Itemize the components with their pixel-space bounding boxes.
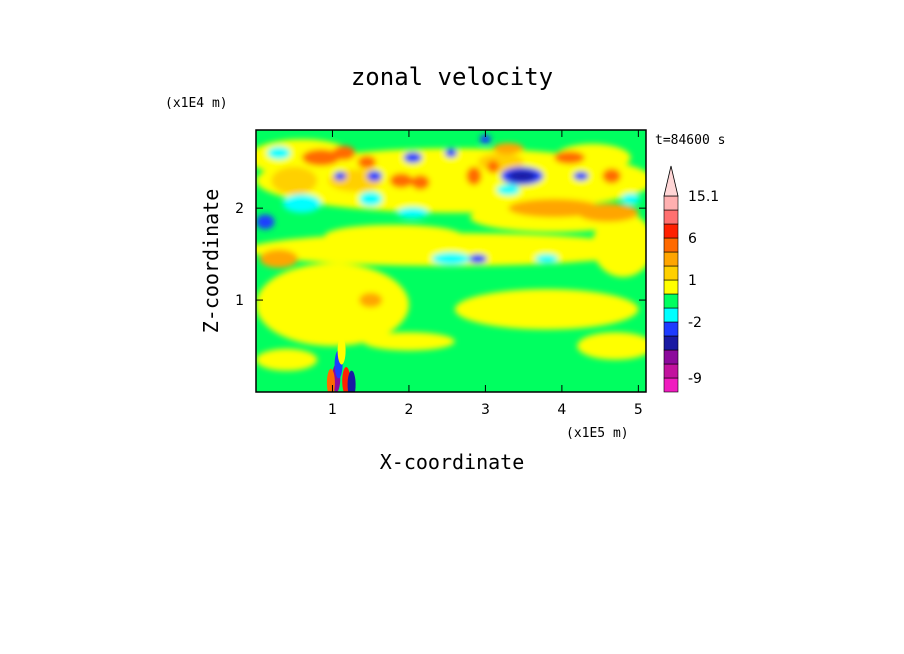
field-cell: [535, 254, 559, 264]
colorbar-extend-triangle: [663, 165, 679, 197]
colorbar-swatch: [663, 293, 679, 309]
field-cell: [256, 214, 275, 230]
x-axis: 1 2 3 4 5: [328, 130, 643, 418]
field-cell: [508, 170, 536, 182]
x-tick-label: 5: [634, 402, 643, 418]
chart-title: zonal velocity: [351, 63, 553, 91]
field-cell: [493, 142, 524, 154]
y-tick-label: 2: [235, 201, 244, 217]
x-tick-label: 4: [557, 402, 566, 418]
field-cell: [573, 171, 589, 181]
field-cell: [324, 224, 463, 247]
x-tick-label: 1: [328, 402, 337, 418]
field-cell: [271, 166, 318, 195]
field-cell: [487, 160, 500, 174]
colorbar-swatch: [663, 195, 679, 211]
plot-frame: [255, 129, 647, 393]
colorbar-label: 6: [688, 231, 697, 247]
colorbar-swatch: [663, 321, 679, 337]
field-cell: [359, 292, 383, 308]
colorbar-swatch: [663, 335, 679, 351]
field-cell: [363, 332, 455, 351]
colorbar-label: -2: [688, 315, 702, 331]
field-cell: [431, 252, 471, 266]
field-cell: [256, 148, 646, 213]
field-cell: [389, 173, 413, 189]
colorbar: 15.1 6 1 -2 -9: [663, 165, 719, 393]
field-cell: [282, 194, 321, 213]
y-axis: 12: [235, 201, 646, 309]
colorbar-label: 1: [688, 273, 697, 289]
field-cell: [347, 370, 356, 392]
colorbar-swatch: [663, 363, 679, 379]
field-cell: [334, 171, 347, 181]
y-multiplier-label: (x1E4 m): [165, 96, 228, 111]
field-cell: [337, 336, 346, 365]
colorbar-swatch: [663, 223, 679, 239]
colorbar-swatch: [663, 377, 679, 393]
field-cell: [301, 149, 341, 166]
field-cell: [357, 155, 377, 169]
field-cell: [466, 166, 482, 186]
field-cell: [468, 254, 487, 264]
field-cell: [411, 175, 430, 190]
field-cell: [554, 143, 631, 172]
x-tick-label: 3: [481, 402, 490, 418]
field-cell: [577, 332, 646, 360]
colorbar-swatch: [663, 237, 679, 253]
field-cell: [554, 151, 585, 165]
colorbar-swatch: [663, 209, 679, 225]
x-multiplier-label: (x1E5 m): [566, 426, 629, 441]
colorbar-swatch: [663, 251, 679, 267]
colorbar-label: 15.1: [688, 189, 719, 205]
field-cell: [403, 152, 422, 164]
field-cell: [621, 193, 640, 205]
colorbar-label: -9: [688, 371, 702, 387]
field-cell: [508, 198, 601, 218]
colorbar-swatch: [663, 349, 679, 365]
y-tick-label: 1: [235, 293, 244, 309]
field-layer: [256, 134, 646, 371]
field-cell: [256, 263, 409, 347]
field-cell: [496, 184, 520, 196]
colorbar-swatch: [663, 265, 679, 281]
field-cell: [454, 289, 639, 330]
colorbar-swatch: [663, 307, 679, 323]
field-cell: [480, 134, 491, 144]
y-axis-label: Z-coordinate: [199, 189, 223, 334]
field-cell: [332, 145, 356, 161]
field-cell: [259, 249, 298, 268]
x-axis-label: X-coordinate: [380, 450, 525, 474]
field-cell: [366, 170, 383, 182]
field-cell: [602, 168, 621, 184]
field-cell: [577, 203, 639, 222]
field-cell: [267, 146, 291, 160]
x-tick-label: 2: [404, 402, 413, 418]
field-cell: [444, 148, 458, 158]
time-label: t=84600 s: [655, 133, 725, 148]
field-cell: [359, 191, 383, 207]
field-cell: [397, 207, 429, 219]
field-cell: [256, 348, 318, 371]
heatmap-field: [256, 130, 646, 392]
colorbar-swatch: [663, 279, 679, 295]
